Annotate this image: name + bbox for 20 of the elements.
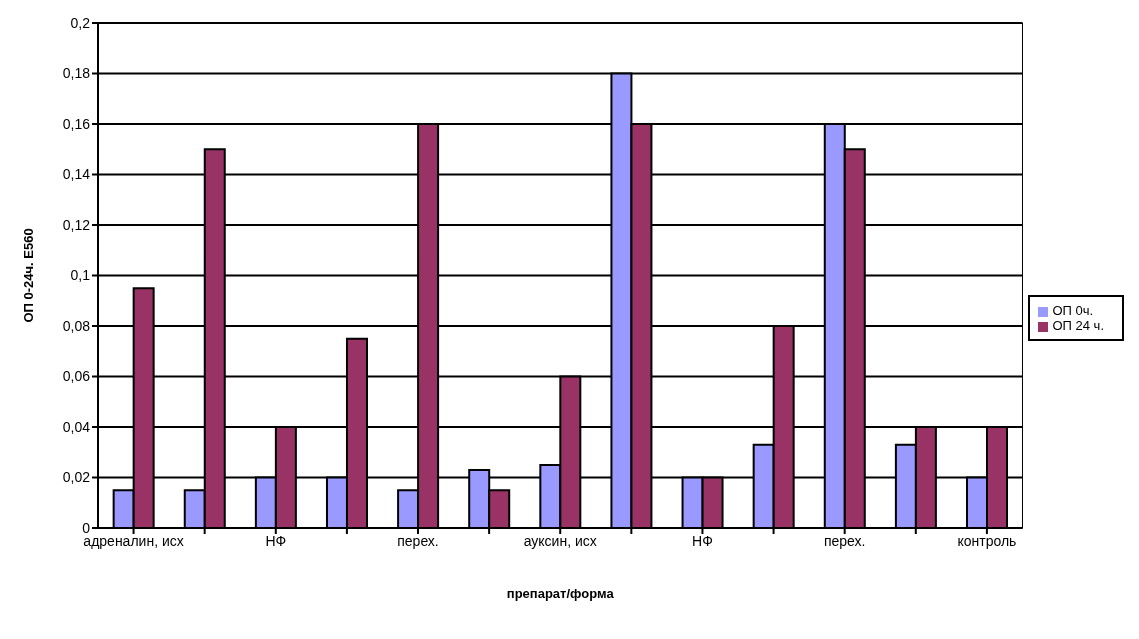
y-axis-title: ОП 0-24ч. Е560 bbox=[20, 228, 36, 323]
x-tick-label: ауксин, исх bbox=[523, 532, 597, 549]
y-tick-label: 0,1 bbox=[70, 267, 91, 284]
y-tick-label: 0,08 bbox=[62, 317, 91, 334]
x-tick-label: перех. bbox=[823, 532, 866, 549]
x-tick-label: контроль bbox=[957, 532, 1017, 549]
y-tick-label: 0,12 bbox=[62, 216, 91, 233]
y-tick-label: 0,16 bbox=[62, 115, 91, 132]
y-tick-label: 0,14 bbox=[62, 166, 91, 183]
x-axis-title: препарат/форма bbox=[506, 586, 615, 601]
legend-label: ОП 24 ч. bbox=[1052, 318, 1104, 333]
x-tick-label: НФ bbox=[692, 532, 713, 549]
y-tick-label: 0,02 bbox=[62, 469, 91, 486]
x-tick-label: НФ bbox=[265, 532, 287, 549]
y-tick-label: 0,2 bbox=[70, 14, 91, 31]
legend-label: ОП 0ч. bbox=[1052, 303, 1094, 318]
y-tick-label: 0,18 bbox=[62, 65, 91, 82]
y-tick-label: 0,04 bbox=[62, 418, 91, 435]
x-tick-label: перех. bbox=[397, 532, 439, 549]
y-tick-label: 0,06 bbox=[62, 368, 91, 385]
